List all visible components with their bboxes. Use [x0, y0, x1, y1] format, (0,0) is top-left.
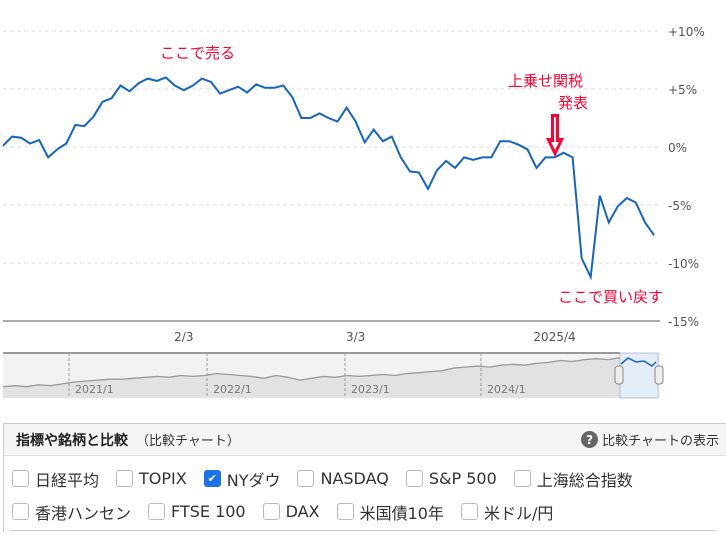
navigator-handle-left[interactable] [614, 365, 624, 385]
help-label: 比較チャートの表示 [602, 434, 719, 449]
checkbox-label: DAX [285, 502, 320, 521]
x-tick-label: 2025/4 [533, 330, 575, 344]
checkbox-icon[interactable] [460, 503, 478, 520]
compare-chart-help-link[interactable]: ? 比較チャートの表示 [581, 430, 719, 449]
compare-checkbox-row1-3[interactable]: NASDAQ [297, 469, 389, 488]
compare-checkbox-row2-4[interactable]: 米ドル/円 [460, 500, 554, 524]
compare-checkbox-row2-0[interactable]: 香港ハンセン [12, 500, 131, 524]
checkbox-label: NYダウ [226, 470, 281, 490]
annotation-tariff-2: 発表 [558, 94, 588, 112]
compare-checkbox-row1-4[interactable]: S&P 500 [405, 469, 497, 488]
compare-checkbox-row2-3[interactable]: 米国債10年 [336, 500, 444, 524]
navigator-year-label: 2024/1 [487, 383, 526, 396]
series-line-nydow [2, 76, 655, 281]
checkbox-icon[interactable] [12, 470, 29, 487]
annotation-tariff-1: 上乗せ関税 [508, 72, 583, 90]
checkbox-label: S&P 500 [428, 469, 497, 488]
compare-panel-subtitle: （比較チャート） [136, 434, 240, 449]
checkbox-icon[interactable] [148, 503, 166, 520]
checkbox-icon[interactable] [116, 470, 134, 487]
divider [10, 530, 716, 531]
compare-checkbox-row1-5[interactable]: 上海総合指数 [513, 467, 633, 491]
x-tick-label: 3/3 [346, 330, 365, 344]
annotation-sell: ここで売る [160, 44, 235, 62]
checkbox-label: 上海総合指数 [536, 470, 633, 490]
y-tick-label: +5% [668, 83, 697, 97]
y-tick-label: +10% [668, 25, 705, 39]
compare-checkbox-row1-0[interactable]: 日経平均 [12, 467, 99, 491]
checkbox-label: FTSE 100 [171, 502, 246, 521]
y-tick-label: -15% [668, 315, 699, 329]
checkbox-label: NASDAQ [320, 469, 389, 488]
checkbox-label: 米国債10年 [359, 503, 444, 523]
checkbox-icon[interactable] [297, 470, 315, 487]
compare-row-2: 香港ハンセン FTSE 100 DAX 米国債10年 米ドル/円 [4, 495, 726, 528]
checkbox-label: TOPIX [139, 469, 187, 488]
checkbox-icon[interactable] [336, 503, 354, 520]
compare-checkbox-row2-1[interactable]: FTSE 100 [148, 502, 246, 521]
navigator-selection[interactable] [619, 352, 659, 399]
checkbox-icon[interactable] [262, 503, 280, 520]
y-tick-label: -5% [668, 199, 691, 213]
checkbox-icon[interactable] [513, 470, 531, 487]
navigator-year-label: 2021/1 [75, 383, 114, 396]
x-tick-label: 2/3 [174, 330, 193, 344]
checkbox-icon[interactable] [12, 503, 29, 520]
annotation-buyback: ここで買い戻す [558, 288, 663, 306]
navigator-handle-right[interactable] [654, 365, 664, 385]
navigator-year-label: 2023/1 [351, 383, 390, 396]
checkbox-label: 香港ハンセン [35, 503, 132, 523]
compare-panel-title: 指標や銘柄と比較 [16, 432, 128, 449]
price-chart: +10%+5%0%-5%-10%-15% 2/3 3/3 2025/4 ここで売る … [2, 25, 705, 399]
checkbox-label: 米ドル/円 [483, 503, 554, 523]
checkbox-label: 日経平均 [35, 470, 100, 490]
compare-panel-header: 指標や銘柄と比較 （比較チャート） ? 比較チャートの表示 [4, 424, 726, 456]
down-arrow-icon [546, 114, 564, 157]
compare-checkbox-row1-2[interactable]: ✔ NYダウ [203, 467, 281, 491]
y-tick-label: -10% [668, 257, 699, 271]
compare-panel: 指標や銘柄と比較 （比較チャート） ? 比較チャートの表示 日経平均 TOPIX ✔… [3, 423, 726, 532]
y-tick-label: 0% [668, 141, 687, 155]
checkbox-icon[interactable] [405, 470, 423, 487]
compare-row-1: 日経平均 TOPIX ✔ NYダウ NASDAQ S&P 500 上海総合指数 [4, 462, 726, 495]
help-icon: ? [581, 431, 599, 448]
compare-checkbox-row1-1[interactable]: TOPIX [116, 469, 187, 488]
checkbox-checked-icon[interactable]: ✔ [203, 470, 221, 487]
navigator-year-label: 2022/1 [213, 383, 252, 396]
compare-checkbox-row2-2[interactable]: DAX [262, 502, 320, 521]
